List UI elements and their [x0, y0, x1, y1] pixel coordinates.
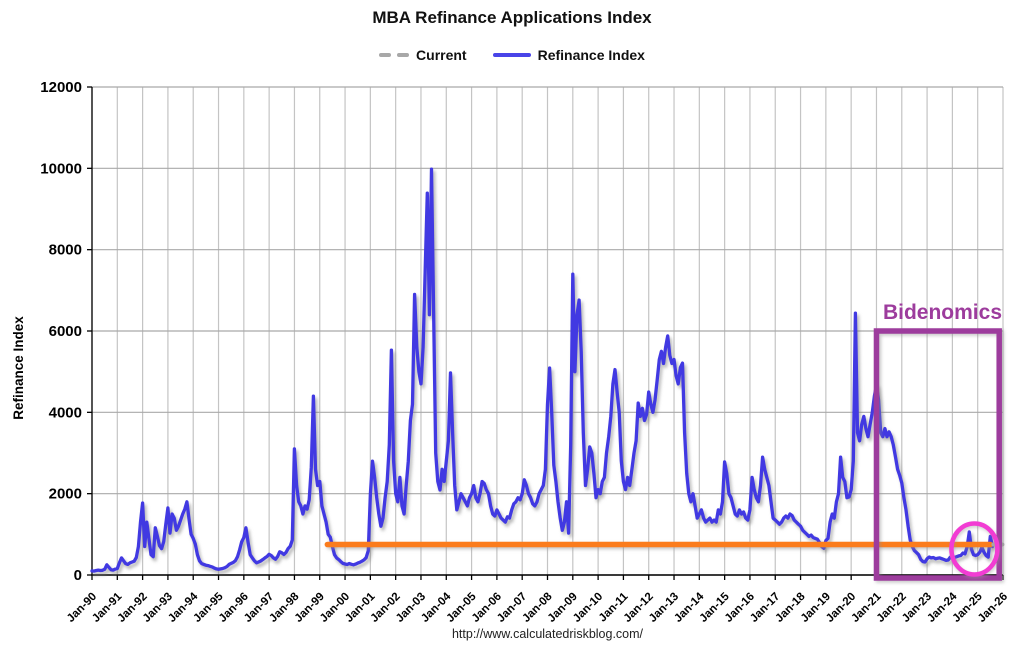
- legend-label-current: Current: [416, 47, 467, 63]
- y-axis-title: Refinance Index: [11, 316, 26, 420]
- chart-legend: Current Refinance Index: [0, 47, 1024, 63]
- page-title: MBA Refinance Applications Index: [372, 8, 652, 27]
- y-tick-label: 12000: [40, 79, 82, 96]
- y-tick-label: 4000: [49, 404, 82, 421]
- bidenomics-annotation-label: Bidenomics: [882, 301, 1002, 324]
- y-tick-label: 10000: [40, 160, 82, 177]
- recent-data-circle: [949, 521, 1000, 577]
- refinance-line-icon: [492, 52, 531, 58]
- bidenomics-box: [873, 328, 1002, 581]
- legend-item-current: Current: [379, 47, 467, 63]
- legend-item-refinance: Refinance Index: [492, 47, 645, 63]
- current-dashes-icon: [379, 52, 410, 58]
- y-tick-label: 8000: [49, 242, 82, 259]
- y-tick-label: 2000: [49, 486, 82, 503]
- refinance-line: [90, 167, 995, 573]
- footer-url: http://www.calculatedriskblog.com/: [451, 627, 644, 641]
- y-tick-label: 6000: [49, 323, 82, 340]
- y-tick-label: 0: [74, 567, 82, 584]
- legend-label-refinance: Refinance Index: [537, 47, 645, 63]
